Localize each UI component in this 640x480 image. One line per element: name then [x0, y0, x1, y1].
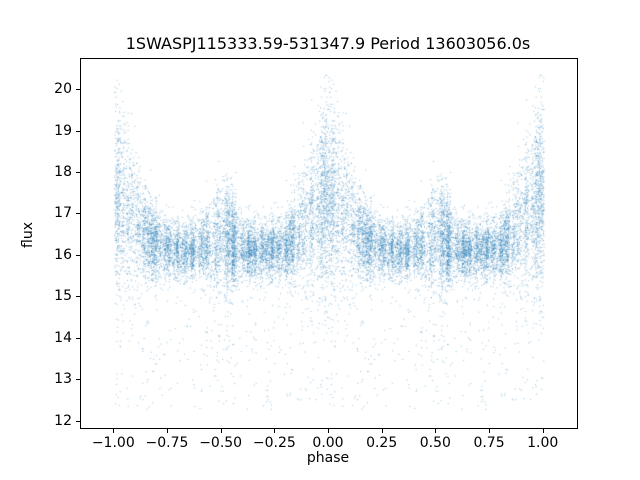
- x-tick-mark: [113, 429, 115, 433]
- y-tick-mark: [76, 379, 80, 381]
- x-tick-mark: [542, 429, 544, 433]
- chart-title: 1SWASPJ115333.59-531347.9 Period 1360305…: [125, 34, 531, 53]
- y-tick-label: 16: [54, 246, 72, 263]
- y-tick-label: 12: [54, 412, 72, 429]
- x-axis-label: phase: [306, 450, 350, 466]
- y-tick-mark: [76, 337, 80, 339]
- x-tick-label: 0.00: [312, 435, 344, 451]
- y-tick-mark: [76, 420, 80, 422]
- x-tick-label: 0.75: [473, 435, 505, 451]
- y-tick-label: 14: [54, 329, 72, 346]
- x-tick-mark: [166, 429, 168, 433]
- x-tick-label: −0.25: [252, 435, 296, 451]
- x-tick-label: −1.00: [91, 435, 135, 451]
- x-tick-mark: [381, 429, 383, 433]
- y-tick-label: 18: [54, 164, 72, 181]
- x-tick-mark: [489, 429, 491, 433]
- y-tick-label: 20: [54, 81, 72, 98]
- y-tick-mark: [76, 213, 80, 215]
- y-tick-mark: [76, 130, 80, 132]
- y-tick-label: 17: [54, 205, 72, 222]
- x-tick-label: −0.50: [199, 435, 243, 451]
- x-tick-mark: [274, 429, 276, 433]
- y-tick-label: 13: [54, 371, 72, 388]
- x-tick-mark: [220, 429, 222, 433]
- y-axis-label: flux: [20, 222, 36, 248]
- y-tick-mark: [76, 254, 80, 256]
- plot-area: [80, 58, 578, 429]
- x-tick-label: 0.25: [366, 435, 398, 451]
- y-tick-label: 15: [54, 288, 72, 305]
- x-tick-mark: [435, 429, 437, 433]
- y-tick-mark: [76, 296, 80, 298]
- y-tick-mark: [76, 172, 80, 174]
- x-tick-label: 1.00: [527, 435, 559, 451]
- x-tick-label: −0.75: [145, 435, 189, 451]
- y-tick-label: 19: [54, 122, 72, 139]
- scatter-canvas: [81, 59, 577, 428]
- x-tick-mark: [328, 429, 329, 433]
- y-tick-mark: [76, 89, 80, 91]
- x-tick-label: 0.50: [419, 435, 451, 451]
